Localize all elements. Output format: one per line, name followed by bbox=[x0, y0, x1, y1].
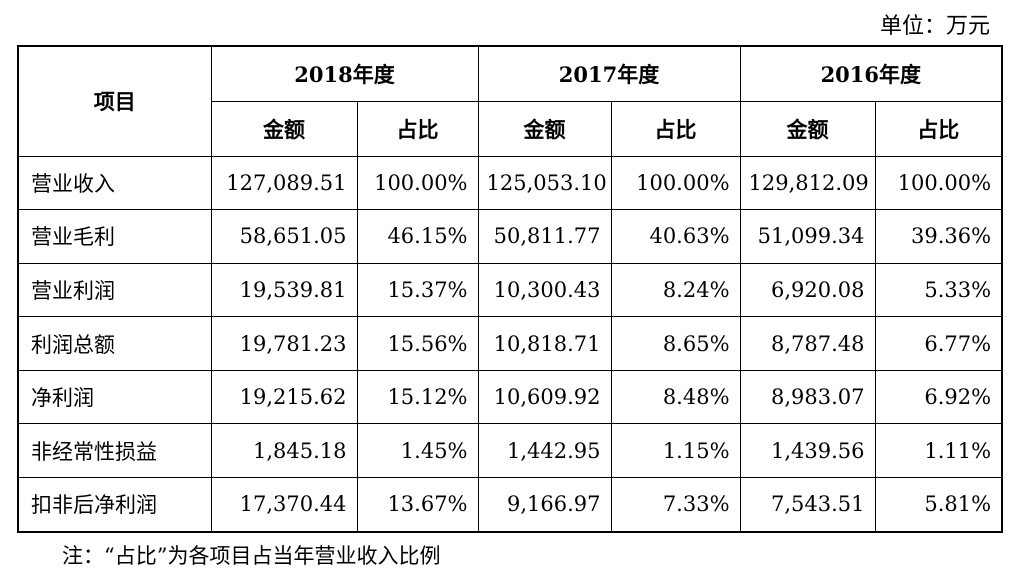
cell-ratio: 15.37% bbox=[356, 262, 479, 318]
cell-ratio: 39.36% bbox=[874, 209, 1003, 264]
cell-ratio: 8.24% bbox=[610, 262, 741, 318]
header-ratio: 占比 bbox=[356, 100, 479, 157]
table-row: 营业毛利 58,651.05 46.15% 50,811.77 40.63% 5… bbox=[17, 209, 1003, 264]
financial-table: 项目 2018年度 2017年度 2016年度 金额 占比 金额 占比 金额 占… bbox=[17, 45, 1004, 533]
cell-amount: 10,300.43 bbox=[477, 262, 612, 318]
cell-amount: 51,099.34 bbox=[739, 209, 876, 264]
cell-ratio: 100.00% bbox=[610, 155, 741, 211]
row-label: 营业利润 bbox=[17, 262, 212, 318]
cell-amount: 125,053.10 bbox=[477, 155, 612, 211]
cell-ratio: 1.11% bbox=[874, 423, 1003, 478]
table-row: 营业利润 19,539.81 15.37% 10,300.43 8.24% 6,… bbox=[17, 262, 1003, 318]
cell-ratio: 5.33% bbox=[874, 262, 1003, 318]
cell-amount: 7,543.51 bbox=[739, 476, 876, 533]
cell-ratio: 100.00% bbox=[874, 155, 1003, 211]
cell-ratio: 8.48% bbox=[610, 369, 741, 425]
cell-amount: 8,983.07 bbox=[739, 369, 876, 425]
cell-amount: 19,215.62 bbox=[210, 369, 358, 425]
cell-amount: 127,089.51 bbox=[210, 155, 358, 211]
row-label: 扣非后净利润 bbox=[17, 476, 212, 533]
cell-ratio: 13.67% bbox=[356, 476, 479, 533]
cell-amount: 50,811.77 bbox=[477, 209, 612, 264]
cell-amount: 1,845.18 bbox=[210, 423, 358, 478]
cell-amount: 19,539.81 bbox=[210, 262, 358, 318]
cell-ratio: 46.15% bbox=[356, 209, 479, 264]
row-label: 净利润 bbox=[17, 369, 212, 425]
cell-ratio: 7.33% bbox=[610, 476, 741, 533]
cell-amount: 1,442.95 bbox=[477, 423, 612, 478]
table-row: 扣非后净利润 17,370.44 13.67% 9,166.97 7.33% 7… bbox=[17, 476, 1003, 533]
cell-amount: 1,439.56 bbox=[739, 423, 876, 478]
header-item: 项目 bbox=[17, 45, 212, 157]
cell-amount: 6,920.08 bbox=[739, 262, 876, 318]
cell-ratio: 15.56% bbox=[356, 316, 479, 371]
cell-ratio: 5.81% bbox=[874, 476, 1003, 533]
header-ratio: 占比 bbox=[874, 100, 1003, 157]
table-row: 营业收入 127,089.51 100.00% 125,053.10 100.0… bbox=[17, 155, 1003, 211]
footnote: 注：“占比”为各项目占当年营业收入比例 bbox=[62, 544, 441, 568]
cell-amount: 9,166.97 bbox=[477, 476, 612, 533]
header-year-2016: 2016年度 bbox=[739, 45, 1003, 102]
table-row: 净利润 19,215.62 15.12% 10,609.92 8.48% 8,9… bbox=[17, 369, 1003, 425]
header-year-2017: 2017年度 bbox=[477, 45, 741, 102]
header-amount: 金额 bbox=[477, 100, 612, 157]
cell-ratio: 6.77% bbox=[874, 316, 1003, 371]
cell-ratio: 8.65% bbox=[610, 316, 741, 371]
cell-amount: 58,651.05 bbox=[210, 209, 358, 264]
table-row: 非经常性损益 1,845.18 1.45% 1,442.95 1.15% 1,4… bbox=[17, 423, 1003, 478]
cell-amount: 8,787.48 bbox=[739, 316, 876, 371]
cell-ratio: 15.12% bbox=[356, 369, 479, 425]
row-label: 营业收入 bbox=[17, 155, 212, 211]
cell-amount: 10,609.92 bbox=[477, 369, 612, 425]
header-ratio: 占比 bbox=[610, 100, 741, 157]
header-amount: 金额 bbox=[739, 100, 876, 157]
unit-label: 单位：万元 bbox=[879, 14, 990, 39]
cell-ratio: 1.45% bbox=[356, 423, 479, 478]
cell-amount: 129,812.09 bbox=[739, 155, 876, 211]
row-label: 非经常性损益 bbox=[17, 423, 212, 478]
header-year-2018: 2018年度 bbox=[210, 45, 479, 102]
cell-ratio: 100.00% bbox=[356, 155, 479, 211]
cell-amount: 19,781.23 bbox=[210, 316, 358, 371]
cell-amount: 10,818.71 bbox=[477, 316, 612, 371]
header-amount: 金额 bbox=[210, 100, 358, 157]
cell-amount: 17,370.44 bbox=[210, 476, 358, 533]
row-label: 利润总额 bbox=[17, 316, 212, 371]
cell-ratio: 1.15% bbox=[610, 423, 741, 478]
cell-ratio: 6.92% bbox=[874, 369, 1003, 425]
table-row: 利润总额 19,781.23 15.56% 10,818.71 8.65% 8,… bbox=[17, 316, 1003, 371]
row-label: 营业毛利 bbox=[17, 209, 212, 264]
cell-ratio: 40.63% bbox=[610, 209, 741, 264]
